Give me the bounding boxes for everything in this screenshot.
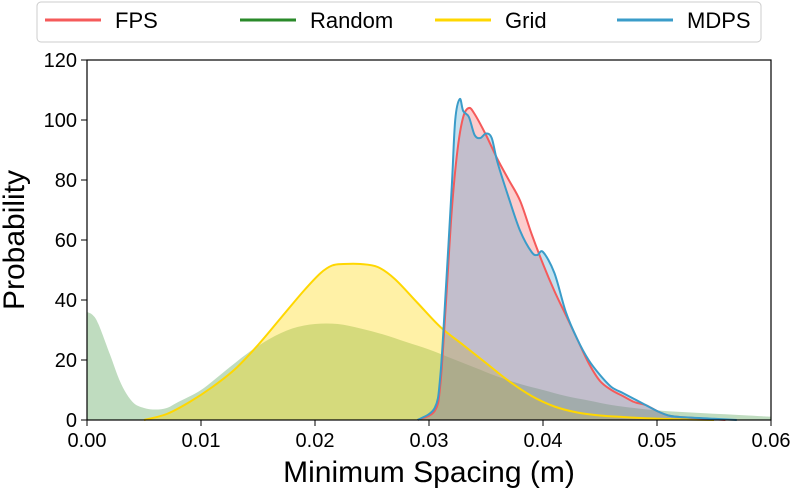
x-tick-label: 0.00 bbox=[68, 430, 107, 452]
x-tick-label: 0.03 bbox=[410, 430, 449, 452]
y-tick-label: 100 bbox=[44, 110, 77, 132]
legend-label-grid: Grid bbox=[505, 8, 547, 33]
legend-item-fps: FPS bbox=[45, 8, 158, 33]
y-tick-label: 120 bbox=[44, 50, 77, 72]
x-tick-label: 0.01 bbox=[182, 430, 221, 452]
x-axis-ticks: 0.00 0.01 0.02 0.03 0.04 0.05 0.06 bbox=[68, 420, 791, 452]
series-line-grid bbox=[143, 262, 715, 421]
series-line-mdps bbox=[417, 97, 737, 421]
legend-label-mdps: MDPS bbox=[687, 8, 751, 33]
x-tick-label: 0.04 bbox=[524, 430, 563, 452]
legend-label-random: Random bbox=[310, 8, 393, 33]
area-fill-random bbox=[87, 312, 771, 420]
x-tick-label: 0.02 bbox=[296, 430, 335, 452]
area-fill-grid bbox=[144, 263, 714, 420]
x-tick-label: 0.06 bbox=[752, 430, 791, 452]
legend: FPS Random Grid MDPS bbox=[36, 1, 762, 43]
legend-item-grid: Grid bbox=[435, 8, 547, 33]
x-axis-label: Minimum Spacing (m) bbox=[283, 456, 575, 489]
series-fills bbox=[87, 98, 771, 421]
y-tick-label: 60 bbox=[55, 230, 77, 252]
y-tick-label: 0 bbox=[66, 410, 77, 432]
legend-item-random: Random bbox=[240, 8, 393, 33]
legend-item-mdps: MDPS bbox=[617, 8, 751, 33]
plot-area bbox=[86, 59, 772, 421]
y-tick-label: 20 bbox=[55, 350, 77, 372]
plot-background bbox=[87, 60, 771, 420]
legend-box bbox=[36, 1, 762, 43]
y-axis-ticks: 0 20 40 60 80 100 120 bbox=[44, 50, 87, 432]
series-lines bbox=[143, 97, 737, 421]
y-tick-label: 40 bbox=[55, 290, 77, 312]
area-fill-mdps bbox=[417, 98, 737, 420]
y-tick-label: 80 bbox=[55, 170, 77, 192]
x-tick-label: 0.05 bbox=[638, 430, 677, 452]
legend-label-fps: FPS bbox=[115, 8, 158, 33]
y-axis-label: Probability bbox=[0, 170, 31, 310]
area-fill-fps bbox=[417, 107, 726, 421]
